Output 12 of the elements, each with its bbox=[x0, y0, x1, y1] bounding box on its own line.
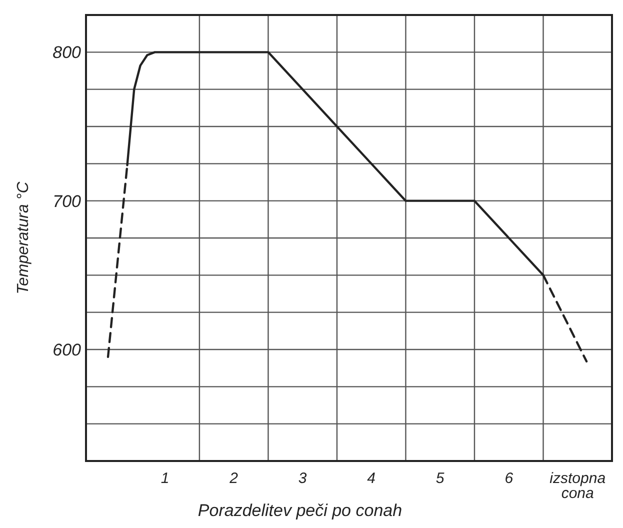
x-tick-label: 3 bbox=[298, 470, 308, 487]
x-tick-label: 1 bbox=[160, 470, 170, 487]
x-tick-label: 6 bbox=[504, 470, 514, 487]
y-tick-label: 600 bbox=[52, 340, 82, 360]
y-tick-label: 800 bbox=[52, 43, 82, 62]
y-tick-label: 700 bbox=[52, 192, 82, 211]
x-tick-label: 5 bbox=[436, 470, 445, 487]
x-tick-label: 2 bbox=[228, 470, 239, 487]
x-tick-label: izstopna cona bbox=[550, 470, 606, 502]
x-tick-label: 4 bbox=[367, 470, 376, 487]
x-axis-title: Porazdelitev peči po conah bbox=[198, 501, 402, 520]
y-axis-title: Temperatura °C bbox=[15, 181, 32, 294]
